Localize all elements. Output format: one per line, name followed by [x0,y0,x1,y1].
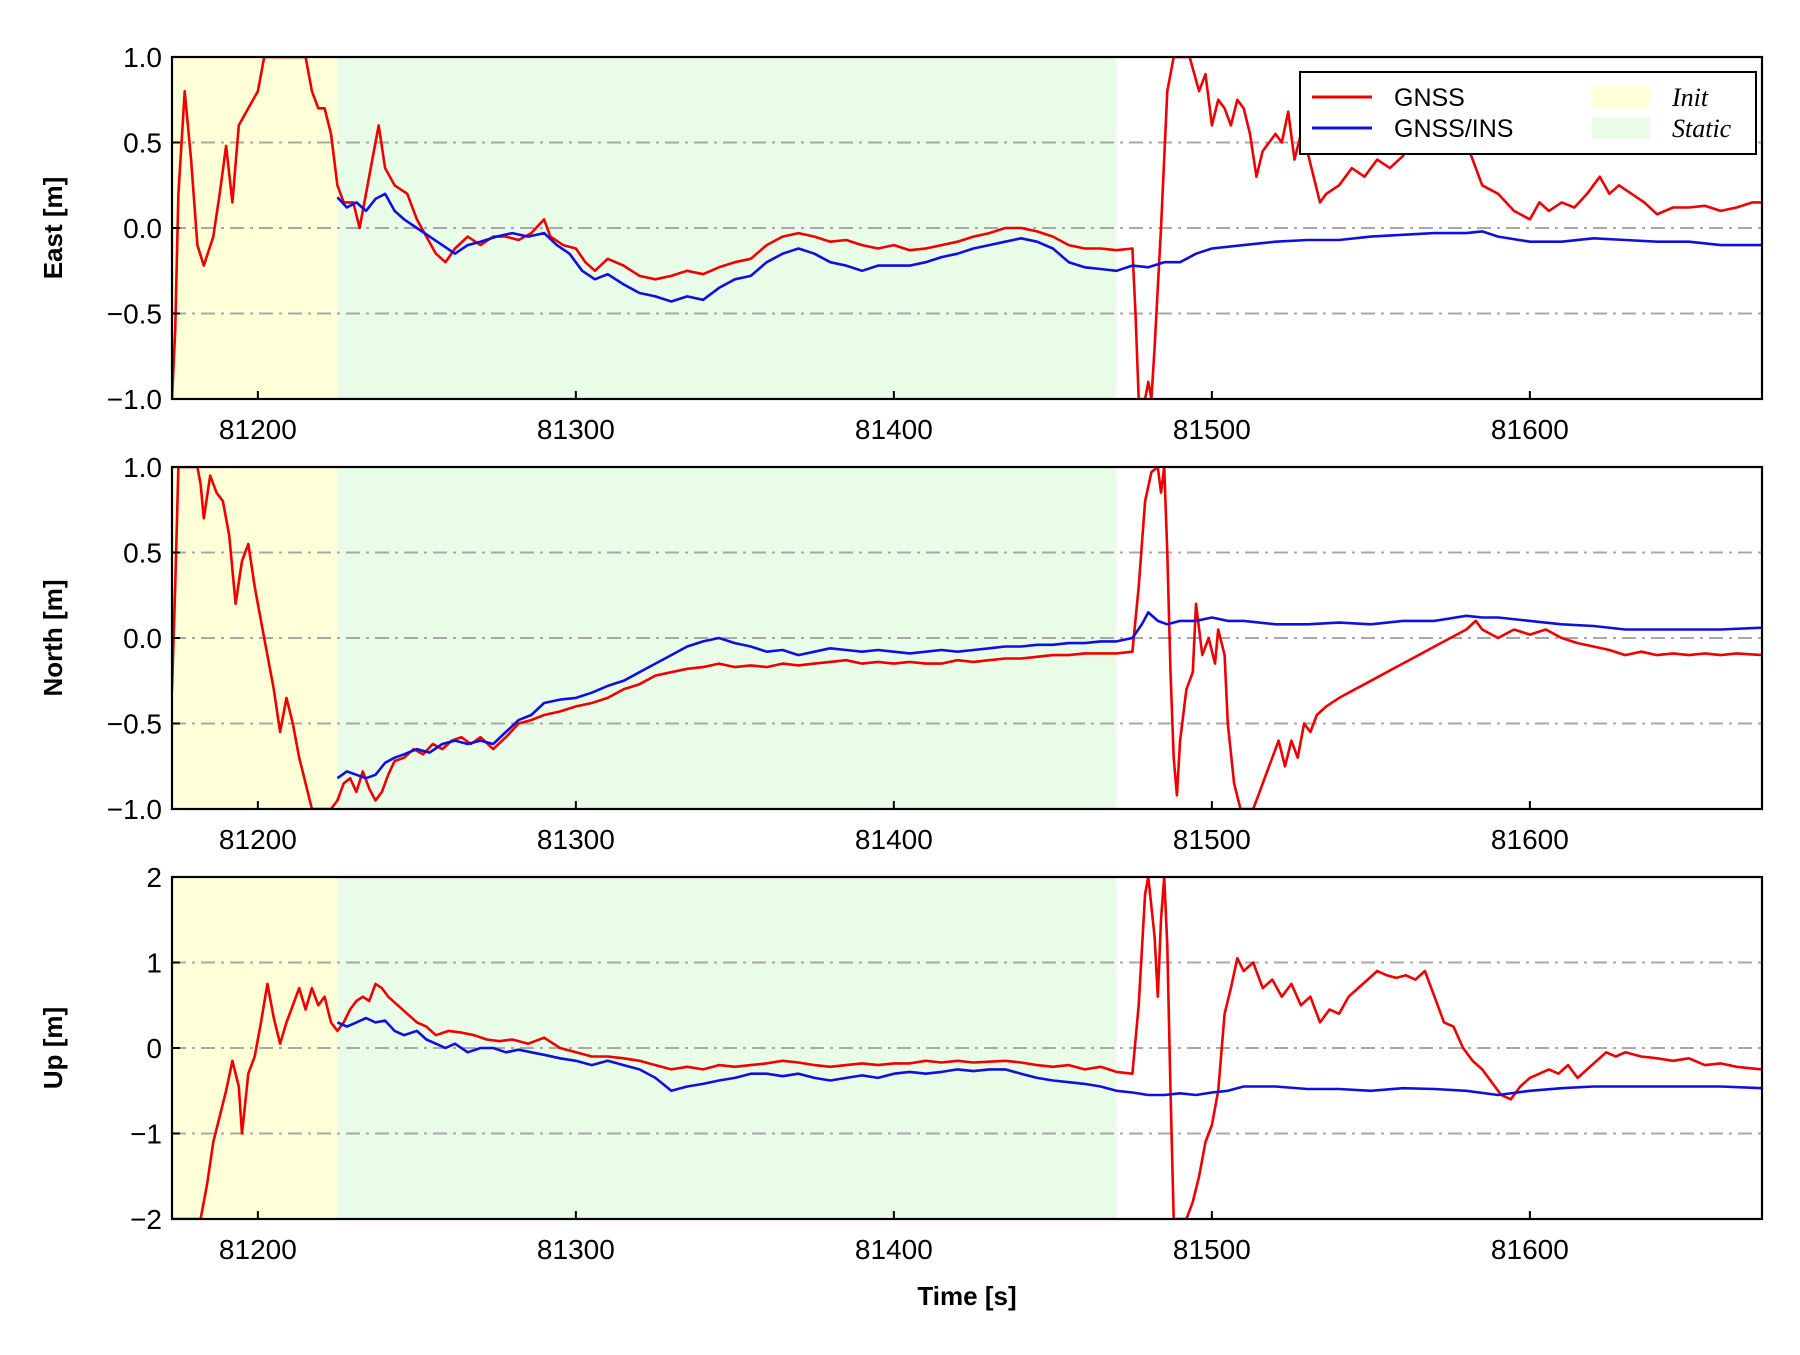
legend-swatch-static [1592,117,1650,139]
y-tick-label: −0.5 [107,299,162,330]
series-line-gnss-ins [336,192,1762,303]
y-tick-label: 0.5 [123,128,162,159]
x-tick-label: 81600 [1491,1234,1569,1265]
x-tick-label: 81400 [855,1234,933,1265]
series-line-gnss [172,877,1762,1219]
shaded-region-init [172,467,338,809]
shaded-region-init [172,877,338,1219]
y-tick-label: −1 [130,1119,162,1150]
y-axis-title: East [m] [38,177,68,280]
x-tick-label: 81300 [537,824,615,855]
series-line-gnss-ins [336,1016,1762,1097]
legend-label: GNSS [1394,84,1465,112]
series-line-gnss-ins [336,611,1762,780]
y-tick-label: 0 [146,1033,162,1064]
y-tick-label: −2 [130,1204,162,1235]
x-tick-label: 81600 [1491,824,1569,855]
y-tick-label: 1 [146,948,162,979]
panel-0: 81200 81300 81400 81500 81600 −1.0 −0.5 0.0 0.5 1… [38,42,1764,445]
x-tick-label: 81500 [1173,414,1251,445]
x-tick-label: 81300 [537,1234,615,1265]
y-axis-title: North [m] [38,580,68,697]
legend-box [1299,71,1757,155]
y-tick-label: 1.0 [123,452,162,483]
x-axis-title: Time [s] [917,1281,1016,1311]
y-tick-label: 1.0 [123,42,162,73]
y-tick-label: −1.0 [107,794,162,825]
x-tick-label: 81600 [1491,414,1569,445]
legend-label: Init [1671,83,1709,112]
legend-swatch-init [1592,86,1650,108]
x-tick-label: 81200 [219,1234,297,1265]
panel-2: 81200 81300 81400 81500 81600 −2 −1 0 1 2 Up [m] Ti… [38,862,1764,1311]
x-tick-label: 81500 [1173,1234,1251,1265]
y-tick-label: 0.0 [123,623,162,654]
x-tick-label: 81400 [855,414,933,445]
x-tick-label: 81500 [1173,824,1251,855]
panel-1: 81200 81300 81400 81500 81600 −1.0 −0.5 0.0 0.5 1… [38,452,1764,855]
y-tick-label: 2 [146,862,162,893]
y-tick-label: −1.0 [107,384,162,415]
x-tick-label: 81200 [219,824,297,855]
x-tick-label: 81200 [219,414,297,445]
x-tick-label: 81300 [537,414,615,445]
y-tick-label: 0.5 [123,538,162,569]
series-line-gnss [172,467,1762,809]
y-tick-label: −0.5 [107,709,162,740]
legend-label: Static [1672,114,1732,143]
legend-label: GNSS/INS [1394,115,1513,143]
y-axis-title: Up [m] [38,1007,68,1089]
x-tick-label: 81400 [855,824,933,855]
y-tick-label: 0.0 [123,213,162,244]
